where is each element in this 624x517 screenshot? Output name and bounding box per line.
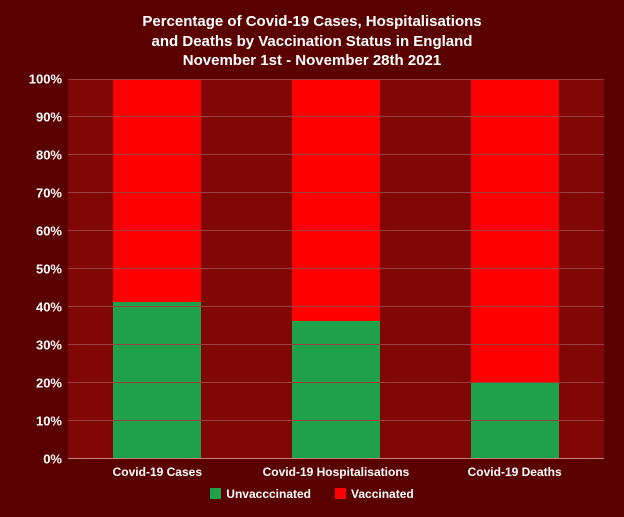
title-line-2: and Deaths by Vaccination Status in Engl… bbox=[20, 32, 604, 52]
x-axis: Covid-19 CasesCovid-19 HospitalisationsC… bbox=[68, 465, 604, 479]
chart-title: Percentage of Covid-19 Cases, Hospitalis… bbox=[20, 12, 604, 71]
legend-label: Unvacccinated bbox=[226, 487, 311, 501]
legend-item: Unvacccinated bbox=[210, 487, 311, 501]
x-axis-label: Covid-19 Deaths bbox=[425, 465, 604, 479]
plot-area: 0%10%20%30%40%50%60%70%80%90%100% bbox=[20, 79, 604, 459]
segment-vaccinated bbox=[292, 79, 380, 322]
y-tick-label: 60% bbox=[36, 223, 62, 238]
y-tick-label: 100% bbox=[29, 71, 62, 86]
y-tick-label: 80% bbox=[36, 147, 62, 162]
grid-line bbox=[68, 268, 604, 269]
legend-swatch bbox=[210, 488, 221, 499]
grid-line bbox=[68, 154, 604, 155]
y-tick-label: 50% bbox=[36, 261, 62, 276]
x-axis-label: Covid-19 Cases bbox=[68, 465, 247, 479]
y-tick-label: 40% bbox=[36, 299, 62, 314]
title-line-3: November 1st - November 28th 2021 bbox=[20, 51, 604, 71]
y-tick-label: 0% bbox=[43, 451, 62, 466]
grid-line bbox=[68, 230, 604, 231]
y-tick-label: 10% bbox=[36, 413, 62, 428]
y-tick-label: 20% bbox=[36, 375, 62, 390]
legend: Unvacccinated Vaccinated bbox=[20, 487, 604, 501]
x-axis-label: Covid-19 Hospitalisations bbox=[247, 465, 426, 479]
y-tick-label: 90% bbox=[36, 109, 62, 124]
grid-line bbox=[68, 382, 604, 383]
legend-item: Vaccinated bbox=[335, 487, 414, 501]
y-tick-label: 70% bbox=[36, 185, 62, 200]
y-axis: 0%10%20%30%40%50%60%70%80%90%100% bbox=[20, 79, 68, 459]
chart-container: Percentage of Covid-19 Cases, Hospitalis… bbox=[0, 0, 624, 517]
legend-swatch bbox=[335, 488, 346, 499]
grid-line bbox=[68, 79, 604, 80]
segment-unvaccinated bbox=[292, 321, 380, 457]
grid-area bbox=[68, 79, 604, 459]
segment-unvaccinated bbox=[113, 302, 201, 457]
grid-line bbox=[68, 306, 604, 307]
grid-line bbox=[68, 344, 604, 345]
grid-line bbox=[68, 116, 604, 117]
grid-line bbox=[68, 420, 604, 421]
grid-line bbox=[68, 192, 604, 193]
legend-label: Vaccinated bbox=[351, 487, 414, 501]
title-line-1: Percentage of Covid-19 Cases, Hospitalis… bbox=[20, 12, 604, 32]
y-tick-label: 30% bbox=[36, 337, 62, 352]
